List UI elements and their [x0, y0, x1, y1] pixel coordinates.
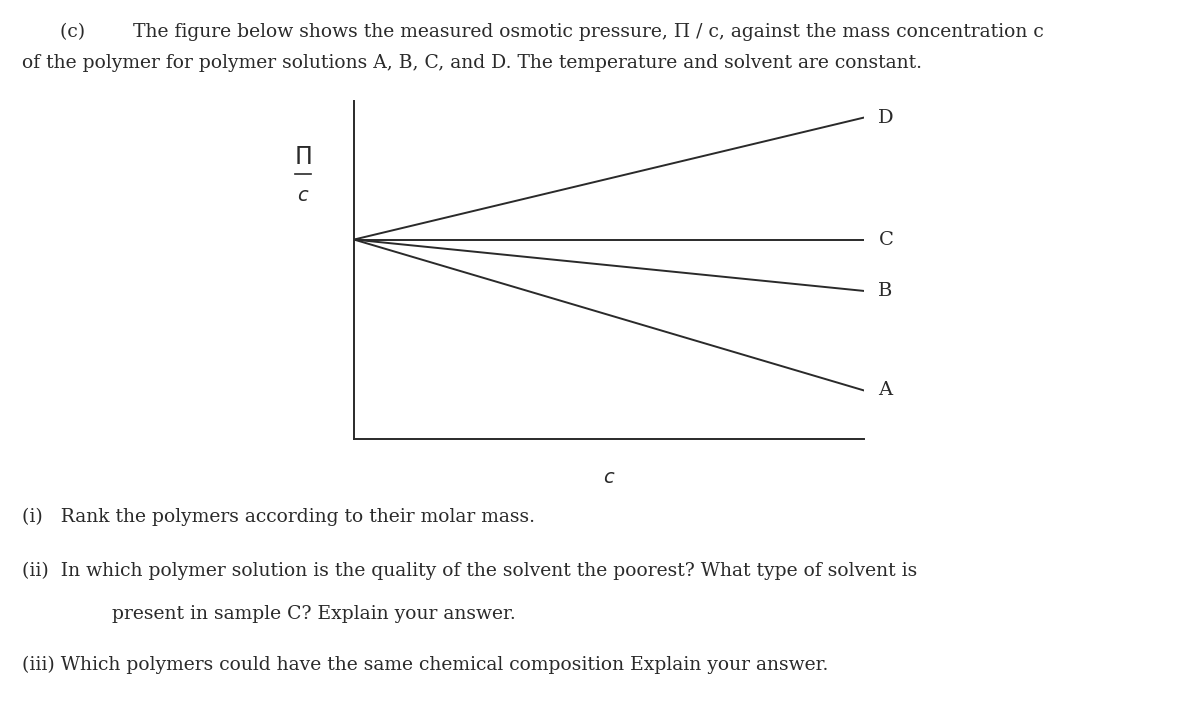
Text: B: B: [878, 282, 893, 300]
Text: of the polymer for polymer solutions A, B, C, and D. The temperature and solvent: of the polymer for polymer solutions A, …: [22, 54, 922, 72]
Text: $\Pi$: $\Pi$: [294, 146, 312, 169]
Text: (i)   Rank the polymers according to their molar mass.: (i) Rank the polymers according to their…: [22, 507, 535, 526]
Text: A: A: [878, 381, 893, 399]
Text: (c)        The figure below shows the measured osmotic pressure, Π / c, against : (c) The figure below shows the measured …: [60, 23, 1044, 41]
Text: $c$: $c$: [296, 188, 310, 205]
Text: $c$: $c$: [602, 469, 616, 487]
Text: (iii) Which polymers could have the same chemical composition Explain your answe: (iii) Which polymers could have the same…: [22, 656, 828, 674]
Text: D: D: [878, 109, 894, 127]
Text: C: C: [878, 231, 893, 249]
Text: present in sample C? Explain your answer.: present in sample C? Explain your answer…: [22, 605, 515, 624]
Text: (ii)  In which polymer solution is the quality of the solvent the poorest? What : (ii) In which polymer solution is the qu…: [22, 562, 917, 580]
